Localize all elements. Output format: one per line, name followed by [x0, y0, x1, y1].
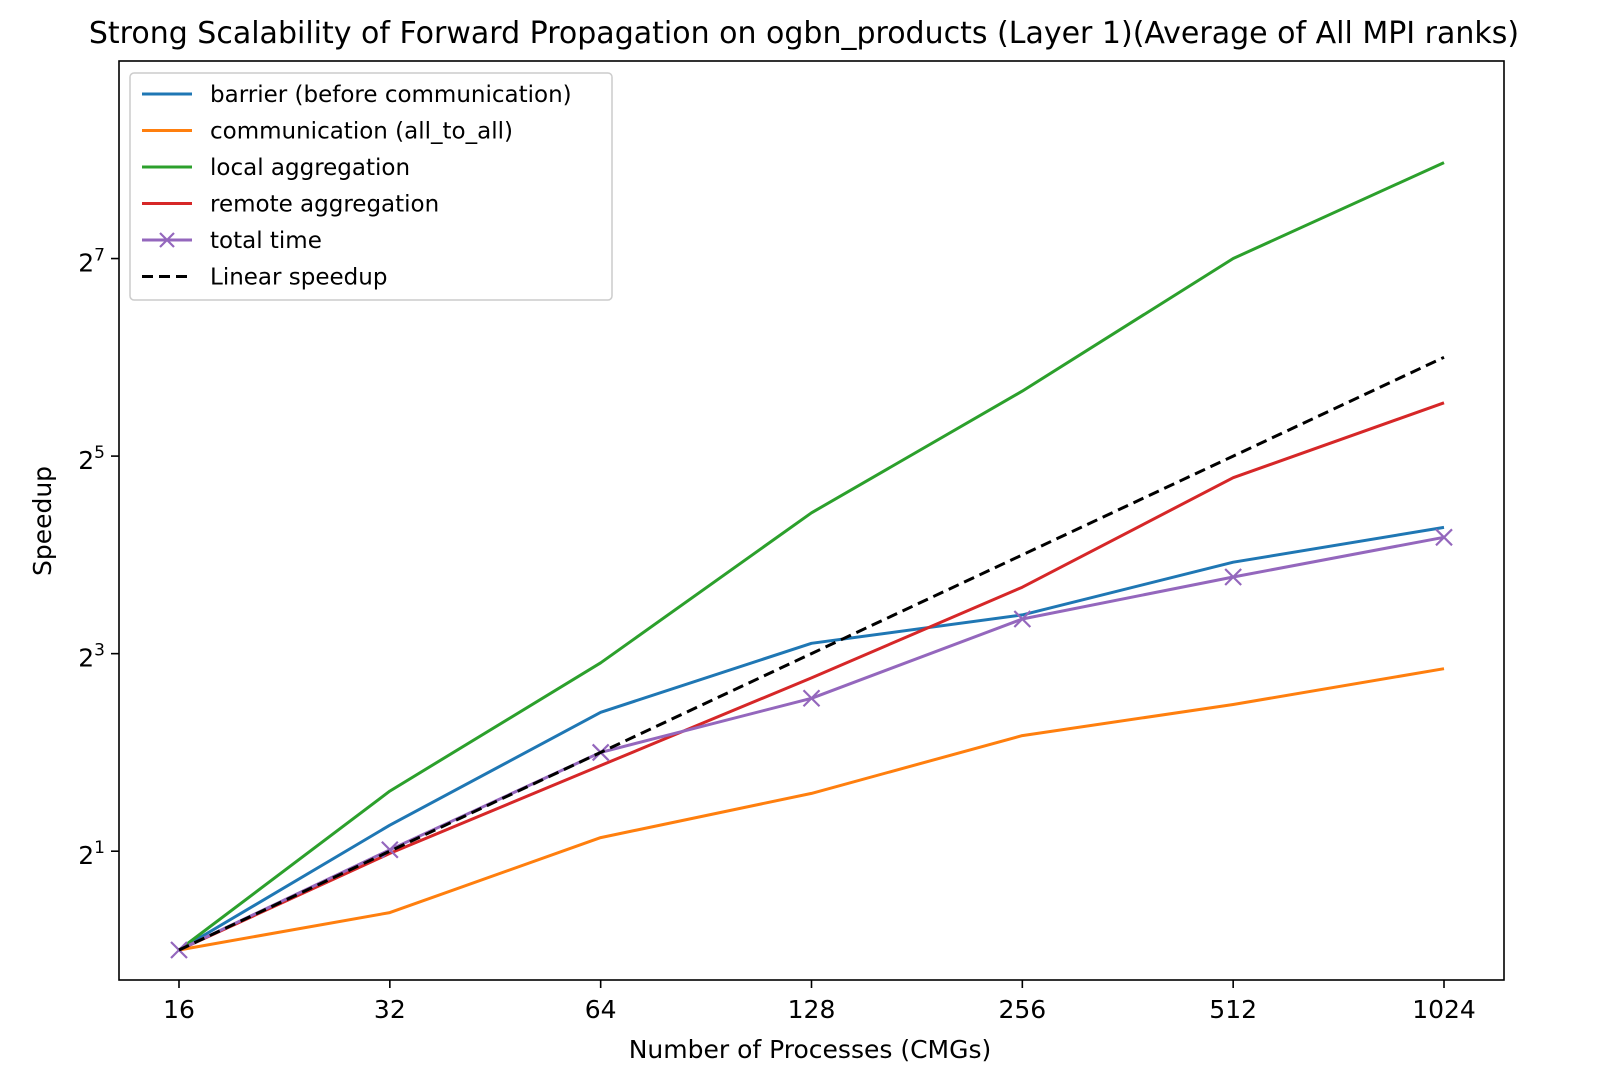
series-line-2	[178, 161, 1445, 952]
x-axis-label: Number of Processes (CMGs)	[629, 1035, 992, 1064]
legend-label-4: total time	[210, 228, 322, 254]
x-tick-label: 512	[1209, 995, 1257, 1024]
legend-box	[129, 72, 613, 301]
y-tick-label: 25	[78, 443, 105, 475]
series-line-3	[178, 401, 1445, 952]
x-tick-label: 1024	[1412, 995, 1476, 1024]
x-tick-label: 64	[585, 995, 617, 1024]
x-axis: 16 32 64 128 256 512 1024	[163, 980, 1476, 1024]
series-line-1	[178, 667, 1445, 952]
plot-lines	[170, 161, 1453, 959]
y-tick-label: 27	[78, 246, 105, 278]
x-tick-label: 32	[374, 995, 406, 1024]
x-tick-label: 256	[998, 995, 1046, 1024]
series-marker-4-3	[802, 689, 821, 708]
legend-marker-4	[159, 232, 175, 248]
x-tick-label: 128	[788, 995, 836, 1024]
y-tick-label: 23	[78, 641, 105, 673]
series-line-5	[178, 355, 1445, 952]
y-axis: 21 23 25 27	[78, 246, 119, 870]
series-marker-4-6	[1435, 528, 1453, 547]
series-line-0	[178, 525, 1445, 952]
legend-label-0: barrier (before communication)	[210, 82, 572, 108]
series-line-4	[178, 535, 1445, 952]
y-tick-label: 21	[78, 838, 105, 870]
y-axis-label: Speedup	[28, 466, 57, 576]
legend-label-1: communication (all_to_all)	[210, 119, 513, 145]
legend-label-5: Linear speedup	[210, 265, 387, 291]
chart-title: Strong Scalability of Forward Propagatio…	[89, 16, 1519, 51]
legend-label-3: remote aggregation	[210, 192, 439, 218]
legend: barrier (before communication) communicat…	[129, 72, 613, 301]
series-marker-4-5	[1224, 568, 1242, 586]
x-tick-label: 16	[163, 995, 195, 1024]
series-marker-4-4	[1013, 610, 1032, 628]
legend-label-2: local aggregation	[210, 155, 410, 181]
